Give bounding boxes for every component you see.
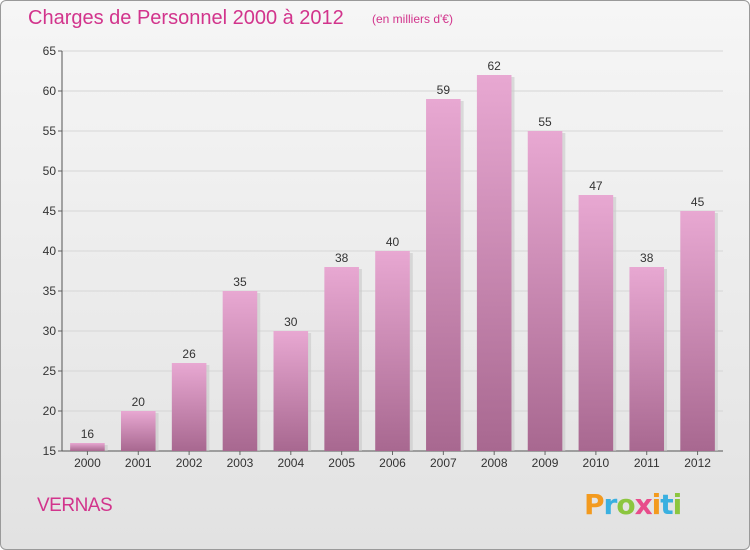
bar — [70, 443, 105, 451]
bars — [70, 75, 718, 451]
x-tick-label: 2005 — [328, 456, 355, 470]
bar — [375, 251, 410, 451]
logo-letter: o — [616, 488, 635, 521]
y-tick-label: 35 — [43, 284, 57, 298]
bar-value-label: 62 — [488, 59, 502, 73]
bar-value-label: 55 — [538, 115, 552, 129]
logo-letter: x — [634, 488, 653, 521]
x-tick-label: 2003 — [227, 456, 254, 470]
x-tick-label: 2007 — [430, 456, 457, 470]
x-tick-label: 2011 — [634, 456, 660, 470]
y-tick-label: 40 — [43, 244, 57, 258]
bar — [171, 363, 207, 451]
x-tick-label: 2010 — [583, 456, 610, 470]
bar-value-label: 40 — [386, 235, 400, 249]
bar — [476, 75, 512, 451]
y-tick-label: 50 — [43, 164, 57, 178]
logo-letter: i — [672, 488, 683, 521]
bar — [273, 331, 309, 451]
x-tick-label: 2012 — [684, 456, 711, 470]
bar-value-label: 38 — [335, 251, 349, 265]
bar-value-label: 26 — [182, 347, 196, 361]
labels: 16 2000 20 2001 26 2002 35 2003 30 2004 38 2005 40 20… — [74, 59, 711, 470]
bar-value-label: 45 — [691, 195, 705, 209]
x-tick-label: 2004 — [277, 456, 304, 470]
commune-name: VERNAS — [37, 495, 113, 516]
y-tick-label: 65 — [43, 44, 57, 58]
bar-value-label: 59 — [437, 83, 451, 97]
x-tick-label: 2002 — [176, 456, 203, 470]
bar-value-label: 35 — [233, 275, 247, 289]
bar — [120, 411, 156, 451]
bar — [629, 267, 665, 451]
x-tick-label: 2009 — [532, 456, 559, 470]
x-tick-label: 2000 — [74, 456, 101, 470]
y-tick-label: 20 — [43, 404, 57, 418]
y-tick-label: 15 — [43, 444, 57, 458]
y-tick-label: 25 — [43, 364, 57, 378]
bar-value-label: 47 — [589, 179, 603, 193]
proxiti-logo: Proxiti — [584, 488, 683, 521]
bar-value-label: 16 — [81, 427, 95, 441]
bar-value-label: 20 — [132, 395, 146, 409]
logo-letter: r — [603, 488, 618, 521]
logo-letter: i — [651, 488, 662, 521]
chart-title: Charges de Personnel 2000 à 2012 — [28, 7, 344, 29]
y-tick-label: 55 — [43, 124, 57, 138]
y-tick-label: 45 — [43, 204, 57, 218]
logo-letter: t — [660, 488, 673, 521]
unit-note: (en milliers d'€) — [372, 12, 453, 26]
x-tick-label: 2006 — [379, 456, 406, 470]
bar — [222, 291, 258, 451]
x-tick-label: 2008 — [481, 456, 508, 470]
bar — [578, 195, 614, 451]
bar — [324, 267, 359, 451]
y-tick-label: 60 — [43, 84, 57, 98]
bar — [680, 211, 715, 451]
bar-value-label: 30 — [284, 315, 298, 329]
bar — [527, 131, 563, 451]
y-tick-label: 30 — [43, 324, 57, 338]
bar-value-label: 38 — [640, 251, 654, 265]
x-tick-label: 2001 — [125, 456, 152, 470]
bar — [426, 99, 461, 451]
logo-letter: P — [584, 488, 605, 521]
